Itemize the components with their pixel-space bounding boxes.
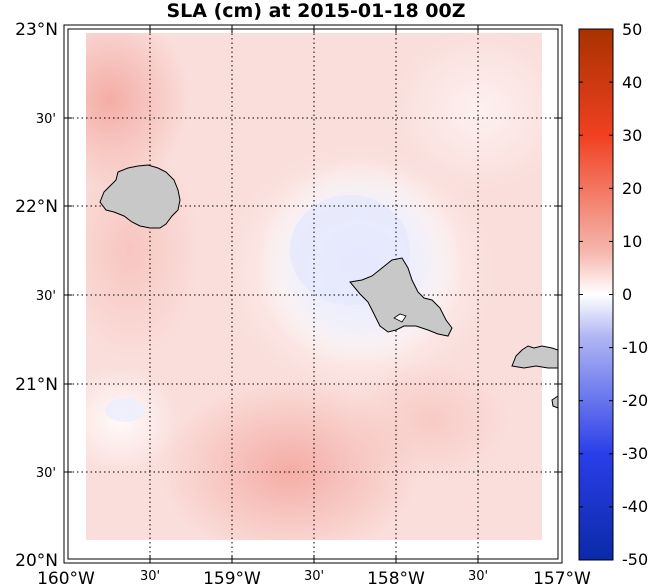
map-frame-inner: [67, 28, 559, 560]
lon-label-160w: 160°W: [37, 569, 95, 588]
longitude-labels: 160°W 30' 159°W 30' 158°W 30' 157°W: [37, 569, 591, 588]
colorbar-label-neg10: -10: [622, 338, 648, 357]
lat-label-21-30: 30': [36, 289, 56, 304]
lat-label-20-30: 30': [36, 466, 56, 481]
lon-label-159-30: 30': [140, 569, 160, 584]
colorbar-labels: 50 40 30 20 10 0 -10 -20 -30 -40 -50: [622, 20, 648, 569]
map-frame-outer: [63, 24, 563, 564]
map-ticks: [64, 25, 562, 563]
map-title: SLA (cm) at 2015-01-18 00Z: [166, 0, 465, 22]
lon-label-158-30: 30': [304, 569, 324, 584]
colorbar-label-neg50: -50: [622, 550, 648, 569]
colorbar-label-30: 30: [622, 126, 642, 145]
latitude-labels: 23°N 30' 22°N 30' 21°N 30' 20°N: [15, 20, 58, 571]
sla-field: [86, 33, 542, 540]
colorbar-ticks: [579, 28, 613, 561]
oahu-island: [349, 257, 453, 337]
colorbar: 50 40 30 20 10 0 -10 -20 -30 -40 -50: [578, 20, 648, 569]
lon-label-158w: 158°W: [367, 569, 425, 588]
lon-label-157-30: 30': [468, 569, 488, 584]
lat-label-22n: 22°N: [15, 197, 58, 217]
colorbar-label-20: 20: [622, 179, 642, 198]
colorbar-label-50: 50: [622, 20, 642, 39]
lon-label-157w: 157°W: [533, 569, 591, 588]
colorbar-label-10: 10: [622, 232, 642, 251]
kauai-island: [99, 164, 181, 229]
colorbar-label-0: 0: [622, 285, 632, 304]
colorbar-label-neg30: -30: [622, 444, 648, 463]
lat-label-23n: 23°N: [15, 20, 58, 40]
lat-label-21n: 21°N: [15, 375, 58, 395]
lat-label-22-30: 30': [36, 112, 56, 127]
molokai-island: [511, 345, 559, 369]
oahu-pearl-harbor: [393, 313, 407, 323]
lat-label-20n: 20°N: [15, 551, 58, 571]
colorbar-label-neg20: -20: [622, 391, 648, 410]
colorbar-label-neg40: -40: [622, 497, 648, 516]
lon-label-159w: 159°W: [203, 569, 261, 588]
map-panel: [63, 24, 563, 564]
colorbar-label-40: 40: [622, 73, 642, 92]
colorbar-ramp: [578, 28, 614, 561]
